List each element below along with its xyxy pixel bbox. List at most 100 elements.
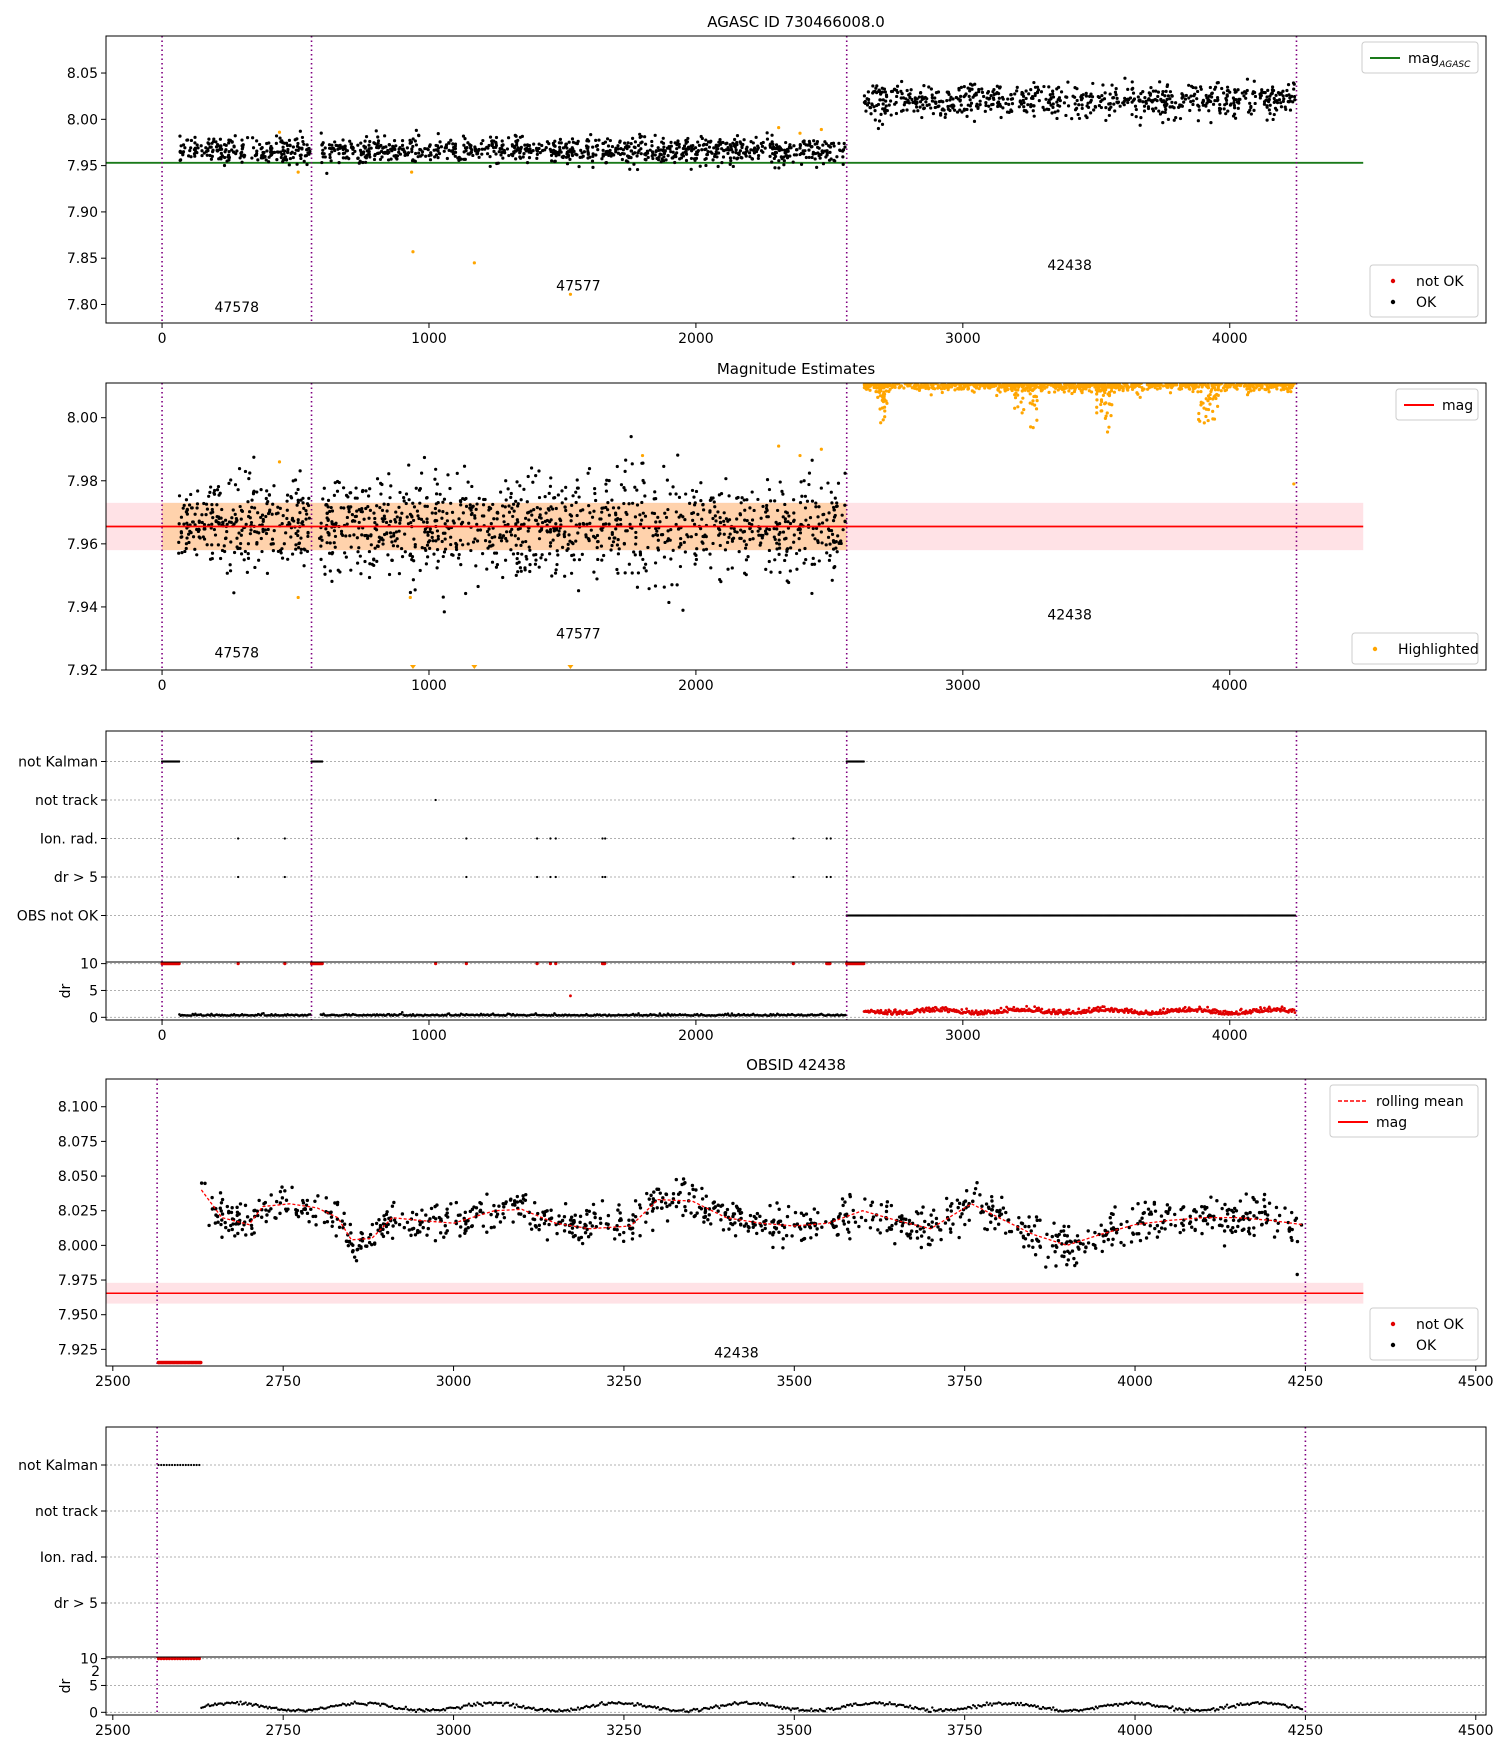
data-point [246,514,251,519]
data-point [500,150,504,155]
data-point [560,489,564,493]
data-point [246,556,251,560]
data-point [245,570,249,574]
data-point [788,521,793,526]
data-point [1105,430,1110,434]
data-point [183,146,187,150]
data-point [518,156,523,160]
data-point [531,480,535,484]
obs-label: 47578 [215,300,260,316]
data-point [250,156,254,160]
data-point [929,393,933,397]
data-point [494,143,499,148]
data-point [689,167,693,171]
data-point [1157,109,1161,113]
data-point [607,479,611,483]
data-point [920,115,924,120]
data-point [330,551,335,555]
data-point [499,490,503,494]
data-point [628,167,632,171]
data-point [1170,93,1174,98]
data-point [756,154,761,158]
data-point [865,387,869,391]
data-point [445,156,449,161]
data-point [287,163,291,167]
data-point [1163,105,1167,109]
data-point [771,145,776,149]
data-point [381,146,385,150]
data-point [535,156,539,160]
data-point [838,148,842,153]
data-point [253,565,257,570]
data-point [260,513,265,517]
data-point [275,150,279,154]
data-point [987,104,991,108]
data-point [1007,110,1011,114]
data-point [509,495,513,499]
data-point [807,155,811,160]
data-point [515,480,519,484]
data-point [436,537,440,541]
data-point [623,469,627,473]
data-point [333,534,338,539]
data-point [1238,97,1242,101]
data-point [1109,383,1113,387]
data-point [1234,97,1238,102]
data-point [474,564,478,568]
data-point [178,149,182,153]
data-point [454,545,458,549]
data-point [193,135,197,139]
data-point [792,498,796,502]
data-point [842,141,846,146]
data-point [511,552,516,556]
data-point [650,154,654,158]
data-point [730,539,735,543]
data-point [644,569,648,573]
data-point [638,513,642,517]
data-point [571,542,575,546]
data-point [348,491,352,495]
data-point [1143,96,1147,100]
data-point [413,543,417,547]
data-point [565,162,570,166]
data-point [881,385,885,389]
data-point [1219,383,1223,386]
data-point [186,138,190,142]
data-point [285,516,289,521]
data-point [886,383,890,387]
data-point [927,85,931,89]
data-point [395,515,399,519]
data-point [501,575,505,580]
data-point [754,135,758,139]
data-point [917,95,921,99]
data-point [233,512,237,517]
data-point [249,520,254,525]
data-point [870,103,874,107]
data-point [425,504,429,508]
data-point [285,508,289,512]
data-point [1087,385,1091,389]
data-point [548,552,552,556]
data-point [503,151,507,155]
data-point [534,146,539,150]
data-point [897,383,901,386]
data-point [1172,118,1176,122]
data-point [332,493,336,497]
data-point [526,529,530,533]
data-point [744,154,748,158]
data-point [265,149,269,153]
data-point [702,548,706,552]
data-point [956,97,960,101]
data-point [1274,93,1278,97]
data-point [699,527,703,531]
data-point [535,152,539,156]
data-point [1157,384,1161,388]
data-point [183,549,187,554]
data-point [364,489,368,493]
data-point [179,530,183,534]
data-point [906,99,910,103]
data-point [300,135,305,140]
data-point [451,142,455,146]
data-point [413,139,417,143]
data-point [633,515,638,519]
